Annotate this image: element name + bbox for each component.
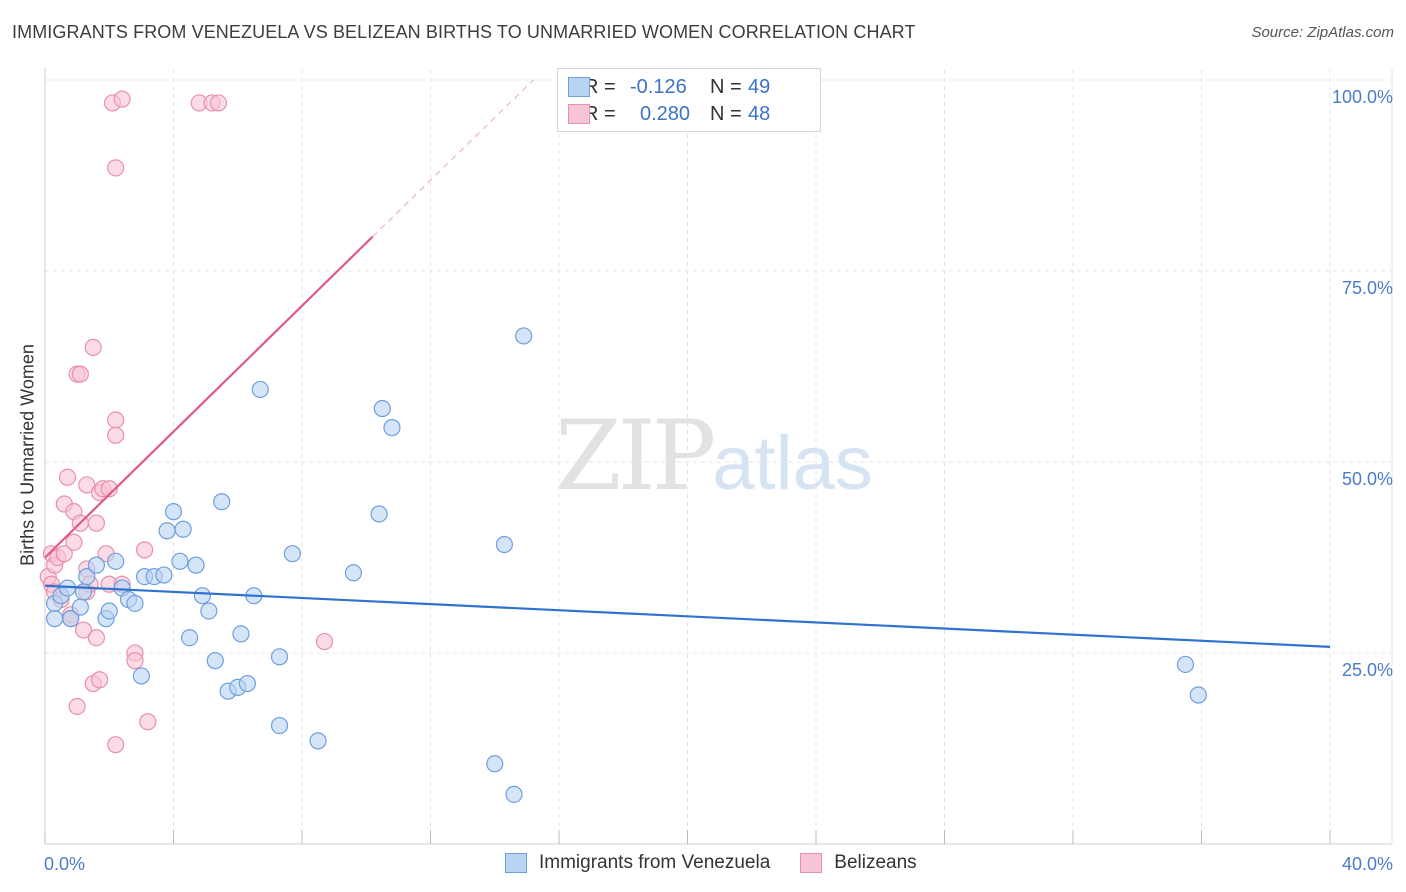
- belizeans-point: [55, 545, 73, 563]
- legend-r-value: 0.280: [640, 102, 691, 125]
- belizeans-point: [113, 90, 131, 108]
- belizeans-point: [58, 468, 77, 486]
- belizeans-point: [100, 480, 118, 498]
- venezuela-points: [46, 327, 1207, 803]
- venezuela-point: [193, 587, 212, 605]
- belizeans-point: [107, 411, 125, 429]
- venezuela-point: [232, 625, 250, 643]
- grid-lines: [45, 70, 1392, 844]
- legend-n-label: N =: [710, 102, 742, 125]
- legend-r-value: -0.126: [630, 75, 687, 98]
- x-tick-label-max: 40.0%: [1342, 854, 1393, 874]
- venezuela-point: [370, 505, 388, 523]
- legend-r-label: R =: [584, 102, 616, 125]
- venezuela-point: [505, 785, 523, 803]
- belizeans-point: [91, 671, 109, 689]
- axes: [44, 68, 1393, 845]
- belizeans-point: [84, 338, 102, 356]
- venezuela-point: [174, 520, 192, 538]
- belizeans-point: [107, 426, 125, 444]
- legend-label-belizeans: Belizeans: [834, 852, 917, 873]
- legend-item-belizeans[interactable]: Belizeans: [800, 852, 917, 874]
- legend-row-venezuela: R = -0.126 N = 49: [568, 75, 771, 99]
- legend-swatch-blue: [505, 853, 527, 873]
- legend-swatch-blue: [568, 77, 590, 97]
- belizeans-point: [135, 541, 154, 559]
- belizeans-point: [87, 514, 106, 532]
- venezuela-point: [486, 755, 504, 773]
- legend-row-belizeans: R = 0.280 N = 48: [568, 102, 771, 126]
- venezuela-point: [515, 327, 533, 345]
- belizeans-point: [74, 621, 93, 639]
- belizeans-point: [68, 697, 86, 716]
- y-tick-label: 75.0%: [1342, 278, 1393, 298]
- belizeans-point: [209, 94, 228, 112]
- venezuela-point: [132, 667, 150, 685]
- trend-lines: [44, 79, 1331, 648]
- venezuela-point: [155, 566, 173, 584]
- venezuela-point: [495, 535, 513, 554]
- venezuela-point: [100, 602, 118, 620]
- belizeans-point: [78, 476, 96, 494]
- series-legend: Immigrants from Venezuela Belizeans: [505, 852, 947, 874]
- belizeans-trend-line: [44, 235, 374, 559]
- y-tick-label: 50.0%: [1342, 469, 1393, 489]
- belizeans-point: [126, 652, 144, 670]
- watermark-zip: ZIP: [555, 400, 716, 512]
- venezuela-point: [71, 598, 89, 616]
- venezuela-point: [309, 732, 327, 750]
- legend-n-value: 48: [748, 102, 771, 125]
- legend-n-value: 49: [748, 75, 771, 98]
- watermark: ZIPatlas: [555, 400, 873, 512]
- belizeans-point: [87, 629, 106, 647]
- legend-swatch-pink: [800, 853, 823, 873]
- venezuela-point: [1189, 686, 1207, 704]
- correlation-legend: R = -0.126 N = 49 R = 0.280 N = 48: [557, 68, 821, 132]
- venezuela-point: [171, 552, 189, 570]
- tick-labels: 25.0% 50.0% 75.0% 100.0% 0.0% 40.0%: [44, 87, 1393, 874]
- venezuela-point: [164, 503, 183, 521]
- y-tick-label: 25.0%: [1342, 660, 1393, 680]
- legend-r-label: R =: [584, 75, 616, 98]
- belizeans-point: [107, 736, 125, 754]
- legend-n-label: N =: [710, 75, 742, 98]
- belizeans-trend-extension: [372, 79, 534, 238]
- belizeans-point: [71, 365, 89, 383]
- legend-label-venezuela: Immigrants from Venezuela: [539, 852, 771, 873]
- venezuela-point: [126, 594, 144, 612]
- venezuela-point: [213, 493, 231, 511]
- belizeans-point: [65, 533, 83, 551]
- y-tick-label: 100.0%: [1332, 87, 1393, 107]
- venezuela-point: [251, 380, 269, 399]
- venezuela-point: [78, 567, 96, 586]
- venezuela-point: [1176, 655, 1195, 674]
- legend-item-venezuela[interactable]: Immigrants from Venezuela: [505, 852, 770, 874]
- source-credit: Source: ZipAtlas.com: [1251, 24, 1394, 41]
- venezuela-point: [62, 610, 80, 628]
- venezuela-point: [158, 522, 176, 540]
- venezuela-point: [283, 545, 301, 563]
- venezuela-point: [180, 629, 199, 647]
- x-tick-label-min: 0.0%: [44, 854, 85, 874]
- venezuela-point: [200, 602, 218, 620]
- venezuela-point: [187, 556, 205, 574]
- venezuela-point: [46, 610, 64, 628]
- legend-swatch-pink: [568, 104, 590, 124]
- venezuela-point: [107, 552, 125, 570]
- venezuela-point: [383, 419, 401, 437]
- chart-title: IMMIGRANTS FROM VENEZUELA VS BELIZEAN BI…: [12, 22, 916, 42]
- venezuela-point: [238, 674, 256, 693]
- belizeans-point: [107, 159, 125, 177]
- venezuela-point: [206, 652, 224, 670]
- venezuela-point: [87, 556, 106, 574]
- belizeans-point: [315, 632, 334, 651]
- venezuela-point: [270, 648, 289, 666]
- watermark-atlas: atlas: [712, 421, 873, 506]
- venezuela-point: [373, 399, 391, 418]
- venezuela-point: [344, 564, 362, 582]
- venezuela-trend-line: [44, 584, 1331, 648]
- belizeans-point: [139, 713, 157, 731]
- venezuela-point: [270, 716, 289, 735]
